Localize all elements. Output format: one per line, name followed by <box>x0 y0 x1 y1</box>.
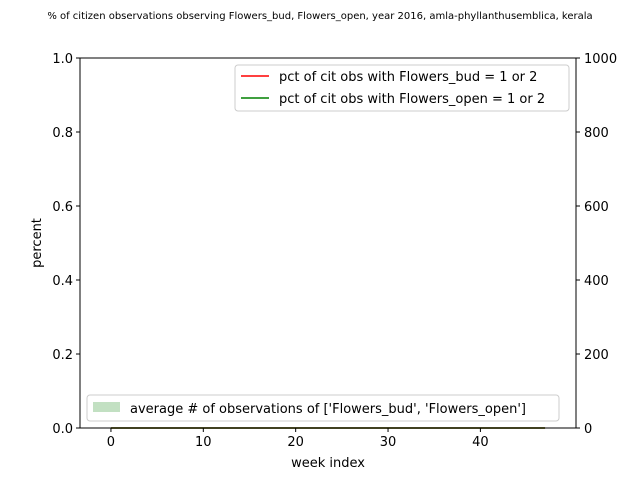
y-axis-label: percent <box>30 218 45 268</box>
legend-area-box <box>86 394 560 422</box>
y-tick-label-right: 0 <box>584 422 592 437</box>
x-tick-label: 10 <box>195 435 212 450</box>
x-tick-label: 0 <box>107 435 115 450</box>
legend-area: average # of observations of ['Flowers_b… <box>86 394 560 422</box>
y-tick-label-right: 400 <box>584 274 609 289</box>
x-tick-label: 30 <box>380 435 397 450</box>
plot-area <box>80 58 576 428</box>
legend-lines-box <box>234 64 570 112</box>
legend-area-label: average # of observations of ['Flowers_b… <box>130 402 526 417</box>
legend-line-label: pct of cit obs with Flowers_open = 1 or … <box>279 92 545 107</box>
plot-frame <box>79 57 577 429</box>
legend-line-label: pct of cit obs with Flowers_bud = 1 or 2 <box>279 70 537 85</box>
y-tick-label-left: 0.8 <box>52 126 73 141</box>
x-axis-label: week index <box>291 456 365 471</box>
x-tick-label: 20 <box>287 435 304 450</box>
legend-lines: pct of cit obs with Flowers_bud = 1 or 2… <box>234 64 570 112</box>
y-tick-label-right: 600 <box>584 200 609 215</box>
y-tick-label-right: 200 <box>584 348 609 363</box>
y-tick-label-left: 0.2 <box>52 348 73 363</box>
legend-area-swatch <box>93 402 120 412</box>
y-tick-label-left: 1.0 <box>52 52 73 67</box>
y-tick-label-left: 0.4 <box>52 274 73 289</box>
y-tick-label-left: 0.0 <box>52 422 73 437</box>
y-tick-label-left: 0.6 <box>52 200 73 215</box>
chart-title: % of citizen observations observing Flow… <box>47 11 592 22</box>
y-tick-label-right: 1000 <box>584 52 617 67</box>
x-tick-label: 40 <box>472 435 489 450</box>
y-tick-label-right: 800 <box>584 126 609 141</box>
